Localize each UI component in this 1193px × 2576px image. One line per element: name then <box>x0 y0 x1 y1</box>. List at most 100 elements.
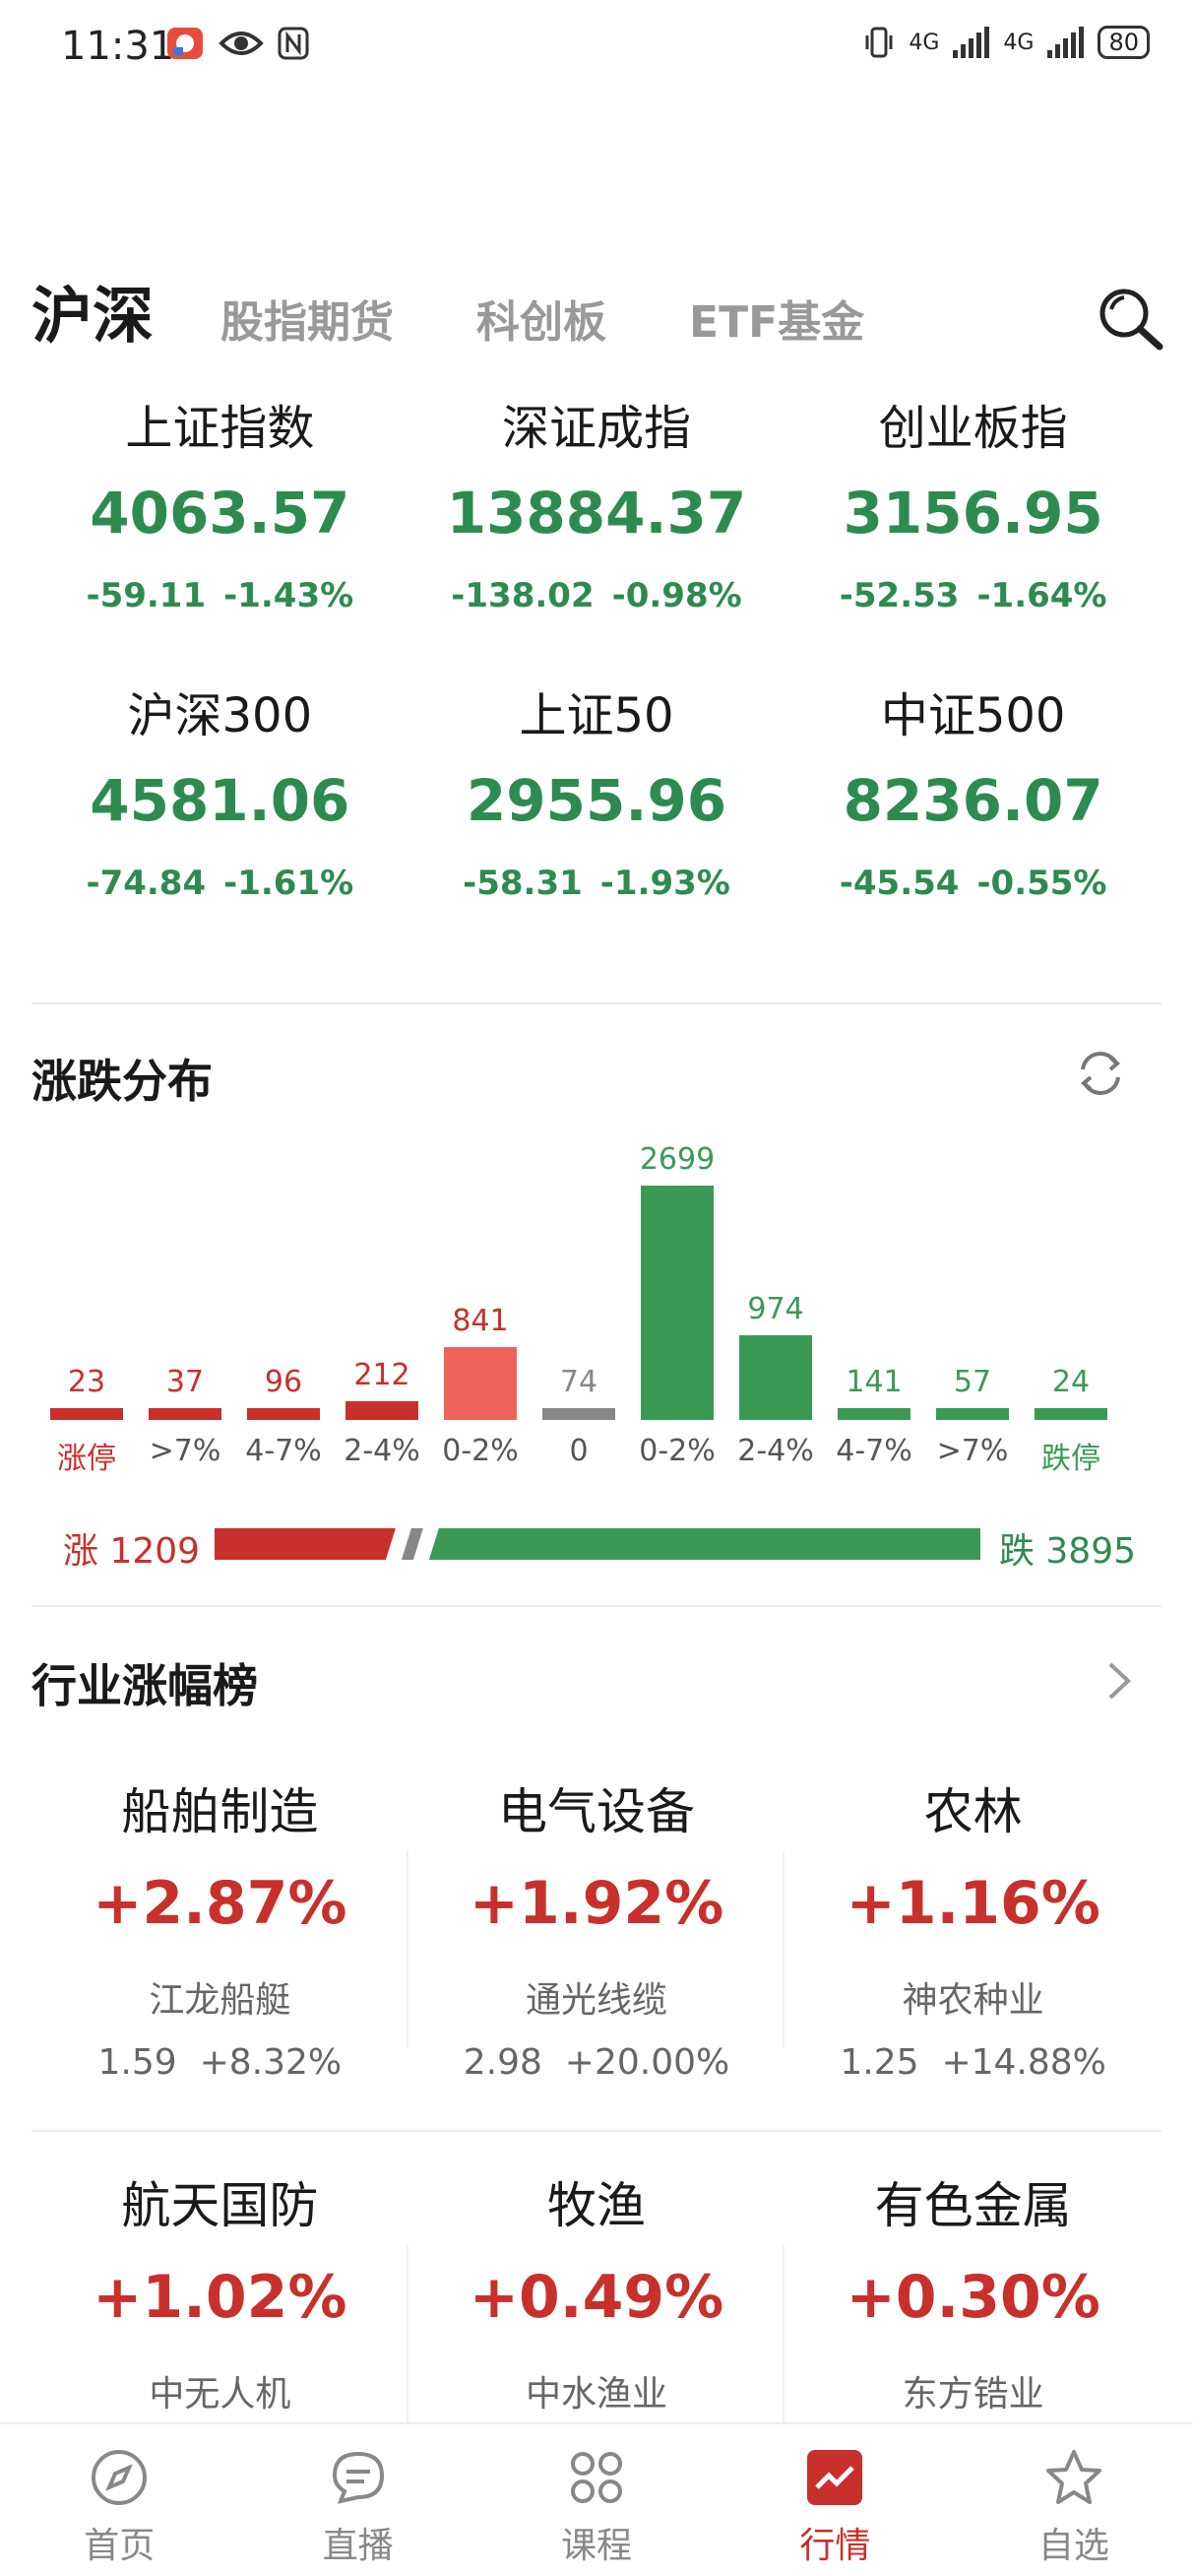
distribution-count-label: 24 <box>1051 1365 1091 1399</box>
leading-stock: 中水渔业 <box>525 2374 667 2415</box>
tab-star-market[interactable]: 科创板 <box>476 297 607 348</box>
index-name: 创业板指 <box>878 401 1068 456</box>
index-grid: 上证指数 4063.57 -59.11 -1.43% 深证成指 13884.37 … <box>31 389 1162 903</box>
index-pct: -1.93% <box>599 864 730 903</box>
index-name: 深证成指 <box>501 401 691 456</box>
index-card[interactable]: 上证50 2955.96 -58.31 -1.93% <box>408 676 785 903</box>
nav-live[interactable]: 直播 <box>238 2424 476 2576</box>
down-ratio-segment <box>428 1528 980 1560</box>
industry-pct: +1.16% <box>846 1869 1100 1938</box>
distribution-count-label: 212 <box>353 1358 410 1393</box>
distribution-category-label: >7% <box>936 1434 1009 1468</box>
distribution-bar <box>149 1408 221 1420</box>
market-tabs: 沪深 股指期货 科创板 ETF基金 <box>31 266 947 354</box>
index-name: 上证指数 <box>125 401 315 456</box>
divider <box>31 1605 1162 1607</box>
index-card[interactable]: 深证成指 13884.37 -138.02 -0.98% <box>408 389 785 615</box>
nav-watchlist[interactable]: 自选 <box>955 2424 1193 2576</box>
tab-index-futures[interactable]: 股指期货 <box>220 297 395 348</box>
distribution-count-label: 2699 <box>639 1142 716 1177</box>
distribution-count-label: 37 <box>165 1365 205 1399</box>
network-type-1: 4G <box>909 30 940 55</box>
index-value: 8236.07 <box>843 767 1103 834</box>
index-change: -45.54 <box>839 864 960 903</box>
index-change: -58.31 <box>463 864 583 903</box>
distribution-bar <box>1035 1408 1107 1420</box>
separator <box>406 1851 408 2048</box>
tab-hushen[interactable]: 沪深 <box>31 280 155 352</box>
industry-card[interactable]: 电气设备 +1.92% 通光线缆 2.98 +20.00% <box>408 1772 785 2092</box>
index-card[interactable]: 沪深300 4581.06 -74.84 -1.61% <box>31 676 408 903</box>
chevron-right-icon[interactable] <box>1102 1656 1136 1706</box>
index-card[interactable]: 创业板指 3156.95 -52.53 -1.64% <box>785 389 1162 615</box>
industry-grid-2: 航天国防 +1.02% 中无人机 牧渔 +0.49% 中水渔业 有色金属 +0.… <box>31 2166 1162 2442</box>
chat-icon <box>332 2451 384 2504</box>
index-value: 4581.06 <box>90 767 350 834</box>
distribution-count-label: 974 <box>747 1292 804 1327</box>
index-value: 4063.57 <box>90 480 350 547</box>
divider <box>31 2130 1162 2132</box>
distribution-count-label: 841 <box>452 1303 509 1338</box>
distribution-category-label: 2-4% <box>344 1434 420 1468</box>
leading-stock: 东方锆业 <box>902 2374 1044 2415</box>
nav-label: 直播 <box>322 2526 394 2566</box>
industry-card[interactable]: 农林 +1.16% 神农种业 1.25 +14.88% <box>785 1772 1162 2092</box>
industry-name: 电气设备 <box>497 1783 695 1840</box>
vibrate-icon <box>865 27 893 58</box>
distribution-bar <box>345 1401 418 1420</box>
industry-card[interactable]: 航天国防 +1.02% 中无人机 <box>31 2166 408 2442</box>
up-count-label: 涨 1209 <box>63 1531 201 1572</box>
industry-card[interactable]: 船舶制造 +2.87% 江龙船艇 1.59 +8.32% <box>31 1772 408 2092</box>
distribution-bar <box>936 1408 1009 1420</box>
refresh-icon[interactable] <box>1073 1046 1128 1101</box>
index-change: -74.84 <box>86 864 207 903</box>
distribution-bar <box>50 1408 123 1420</box>
index-value: 2955.96 <box>466 767 727 834</box>
separator <box>783 1851 785 2048</box>
distribution-category-label: >7% <box>149 1434 221 1468</box>
leading-stock: 江龙船艇 <box>149 1980 291 2021</box>
distribution-bar <box>739 1335 812 1420</box>
stock-price: 1.25 <box>840 2042 919 2083</box>
compass-icon <box>92 2450 148 2505</box>
index-change: -52.53 <box>839 576 960 615</box>
distribution-category-label: 4-7% <box>836 1434 912 1468</box>
tab-etf-funds[interactable]: ETF基金 <box>689 297 865 348</box>
industry-card[interactable]: 牧渔 +0.49% 中水渔业 <box>408 2166 785 2442</box>
distribution-category-label: 涨停 <box>57 1442 116 1476</box>
index-pct: -0.98% <box>611 576 742 615</box>
index-card[interactable]: 中证500 8236.07 -45.54 -0.55% <box>785 676 1162 903</box>
stock-pct: +20.00% <box>564 2042 730 2083</box>
index-pct: -1.64% <box>976 576 1107 615</box>
status-bar: 11:31 4G 4G 80 <box>0 0 1193 98</box>
status-time: 11:31 <box>61 24 175 69</box>
separator <box>783 2245 785 2442</box>
distribution-bar <box>641 1186 714 1420</box>
search-icon[interactable] <box>1095 284 1165 354</box>
network-type-2: 4G <box>1003 30 1035 55</box>
index-value: 13884.37 <box>446 480 747 547</box>
leading-stock: 中无人机 <box>149 2374 291 2415</box>
nav-market[interactable]: 行情 <box>716 2424 954 2576</box>
stock-pct: +14.88% <box>941 2042 1106 2083</box>
distribution-category-label: 跌停 <box>1041 1442 1100 1476</box>
nav-home[interactable]: 首页 <box>0 2424 238 2576</box>
distribution-category-label: 0 <box>569 1434 589 1468</box>
ratio-bar <box>215 1528 980 1560</box>
distribution-bar <box>247 1408 320 1420</box>
nav-courses[interactable]: 课程 <box>477 2424 716 2576</box>
industry-pct: +1.92% <box>469 1869 724 1938</box>
index-card[interactable]: 上证指数 4063.57 -59.11 -1.43% <box>31 389 408 615</box>
nav-label: 课程 <box>561 2526 633 2566</box>
index-change: -59.11 <box>86 576 207 615</box>
index-name: 中证500 <box>880 688 1066 743</box>
industry-pct: +0.49% <box>469 2263 724 2332</box>
distribution-count-label: 23 <box>67 1365 106 1399</box>
industry-card[interactable]: 有色金属 +0.30% 东方锆业 <box>785 2166 1162 2415</box>
industry-name: 航天国防 <box>121 2177 319 2234</box>
industry-pct: +2.87% <box>93 1869 347 1938</box>
industry-name: 船舶制造 <box>121 1783 319 1840</box>
distribution-category-label: 0-2% <box>639 1434 716 1468</box>
distribution-count-label: 57 <box>953 1365 992 1399</box>
stock-pct: +8.32% <box>199 2042 343 2083</box>
